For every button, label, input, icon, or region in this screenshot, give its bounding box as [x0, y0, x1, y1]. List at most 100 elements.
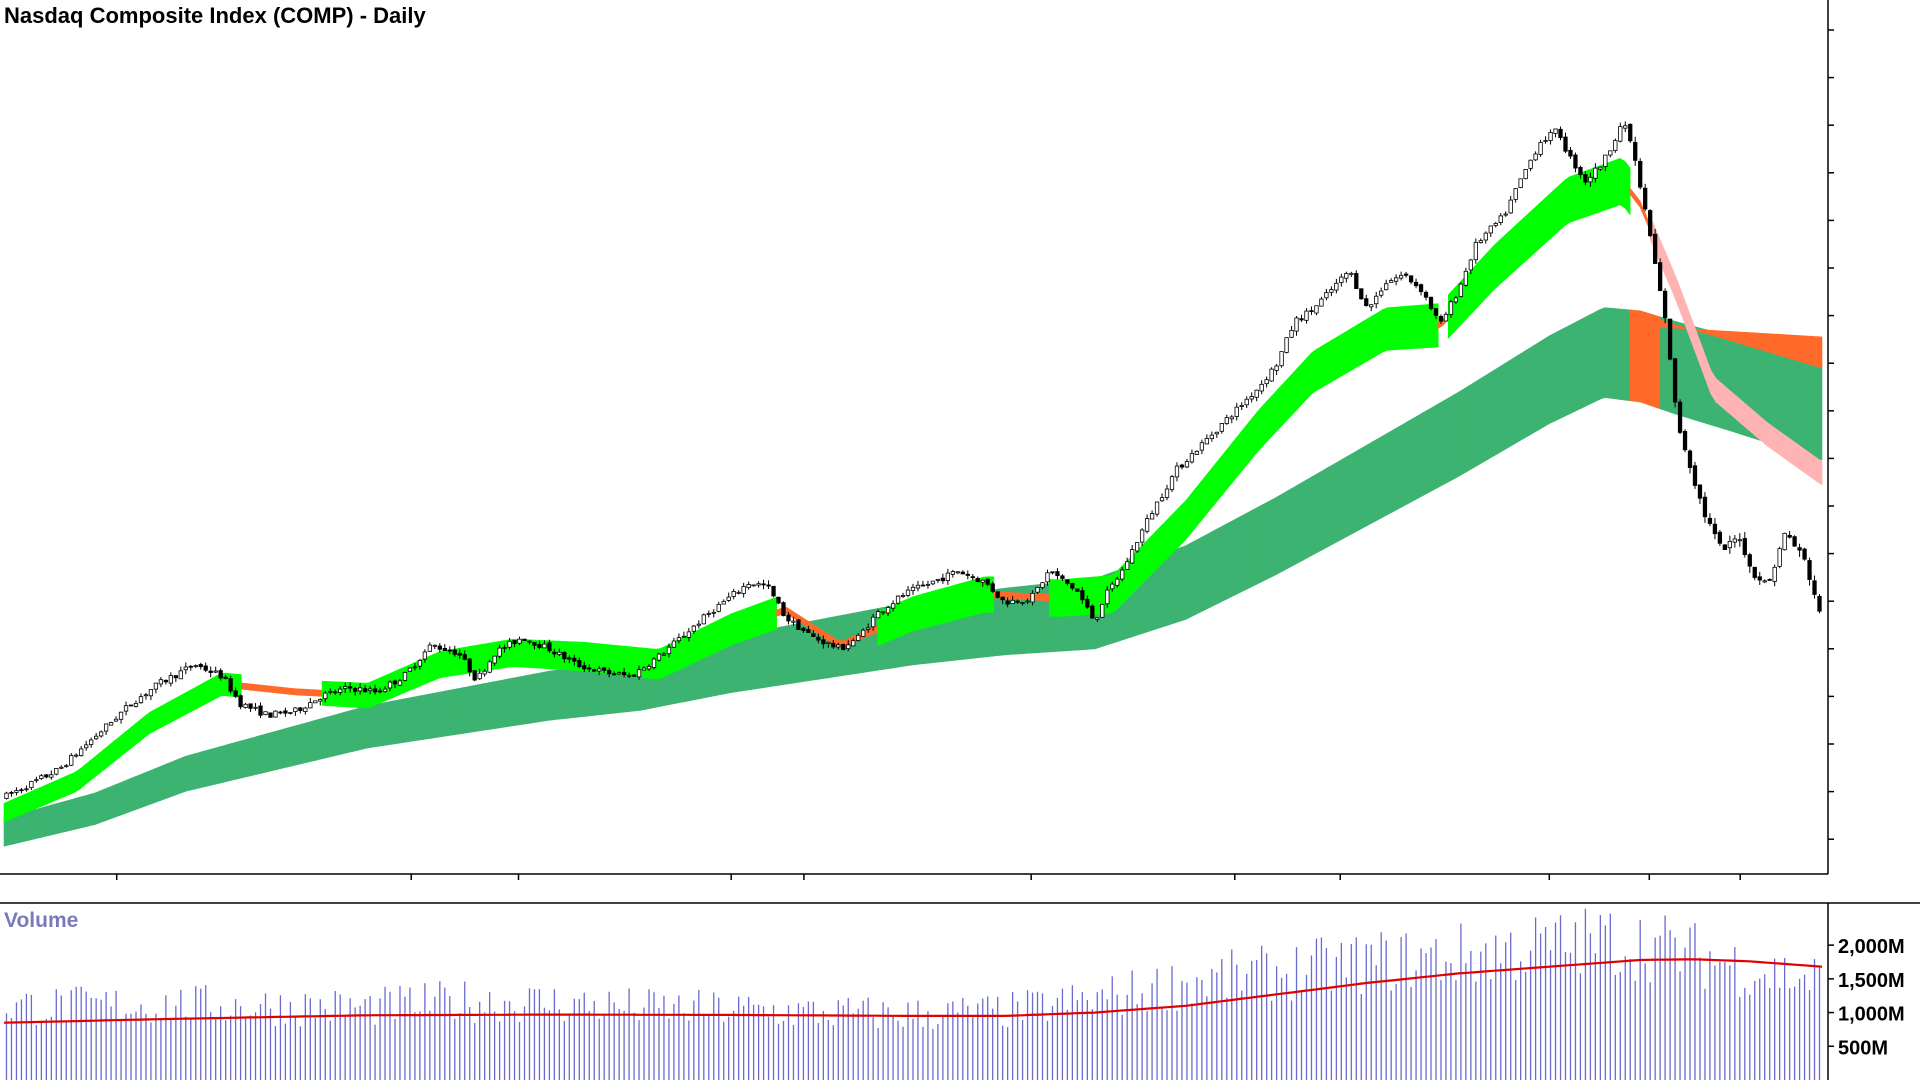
long-ribbon-segment [1397, 423, 1404, 510]
long-ribbon-segment [185, 754, 192, 792]
candle-up [1110, 583, 1115, 590]
candle-up [1040, 582, 1045, 588]
long-ribbon-segment [109, 784, 116, 820]
short-ribbon-segment [44, 782, 50, 806]
candle-up [308, 702, 313, 709]
candle-up [1503, 213, 1508, 216]
long-term-ribbon [3, 307, 1823, 847]
long-ribbon-segment [1594, 309, 1601, 403]
candle-down [811, 633, 816, 637]
short-ribbon-segment [114, 735, 121, 762]
candle-up [69, 755, 74, 766]
candle-down [796, 619, 801, 630]
candle-down [1802, 548, 1807, 560]
candle-down [592, 669, 597, 672]
short-ribbon-segment [412, 660, 419, 690]
candle-up [113, 718, 119, 722]
candle-down [1757, 576, 1762, 581]
candle-up [59, 766, 64, 769]
long-ribbon-segment [1180, 545, 1186, 622]
long-ribbon-segment [99, 788, 106, 824]
long-ribbon-segment [362, 705, 368, 750]
long-ribbon-segment [190, 752, 197, 791]
long-ribbon-segment [74, 796, 81, 830]
volume-y-ticks: 2,000M 1,500M 1,000M 500M [1828, 936, 1905, 1059]
long-ribbon-segment [1286, 487, 1293, 570]
long-ribbon-segment [28, 809, 35, 841]
candle-down [771, 585, 776, 597]
short-ribbon-segment [1614, 157, 1621, 208]
candle-up [138, 696, 144, 704]
candle-up [836, 644, 841, 648]
candle-down [552, 651, 557, 655]
candle-up [193, 665, 198, 667]
candle-down [806, 629, 811, 633]
short-ribbon-segment [1806, 450, 1813, 479]
candle-up [1125, 561, 1130, 570]
short-ribbon-segment [1776, 428, 1782, 457]
candle-down [582, 665, 587, 670]
short-ribbon-segment [715, 618, 722, 653]
long-ribbon-segment [508, 677, 515, 727]
long-ribbon-segment [1321, 467, 1328, 551]
candle-up [382, 688, 388, 693]
short-ribbon-segment [943, 586, 949, 624]
long-ribbon-segment [84, 794, 91, 828]
candle-down [1060, 575, 1065, 579]
long-ribbon-segment [1170, 548, 1176, 625]
short-ribbon-segment [276, 686, 283, 694]
long-ribbon-segment [498, 679, 505, 729]
long-ribbon-segment [1811, 358, 1818, 459]
long-ribbon-segment [180, 755, 187, 794]
short-ribbon-segment [94, 751, 101, 778]
candle-up [1294, 317, 1299, 332]
candle-up [1468, 259, 1473, 271]
short-ribbon-segment [1139, 541, 1146, 587]
candle-up [1144, 518, 1150, 532]
short-ribbon-segment [973, 578, 979, 616]
candle-up [1623, 125, 1628, 129]
candle-up [1224, 417, 1229, 425]
long-ribbon-down-segment [1745, 332, 1752, 348]
candle-down [208, 670, 213, 673]
candle-down [298, 707, 303, 712]
candle-up [1100, 603, 1105, 618]
candle-up [980, 579, 985, 583]
short-ribbon-segment [89, 756, 96, 782]
candle-up [1244, 398, 1249, 406]
long-ribbon-segment [569, 667, 575, 719]
long-ribbon-segment [1367, 441, 1373, 526]
long-ribbon-segment [79, 795, 86, 829]
candle-up [871, 616, 876, 628]
short-ribbon-segment [1225, 443, 1232, 492]
long-ribbon-segment [1644, 311, 1651, 406]
candle-up [1020, 602, 1025, 604]
candle-up [357, 687, 363, 692]
short-ribbon-segment [1261, 400, 1267, 449]
candle-down [1413, 281, 1419, 287]
short-ribbon-segment [725, 613, 732, 648]
candle-up [1184, 461, 1190, 468]
long-ribbon-segment [387, 700, 394, 746]
short-ribbon-segment [1372, 312, 1378, 359]
candle-up [407, 667, 413, 672]
short-ribbon-segment [28, 789, 35, 812]
candle-up [1279, 351, 1284, 367]
candle-down [228, 678, 233, 692]
candle-up [1498, 215, 1503, 223]
long-ribbon-segment [857, 610, 863, 674]
long-ribbon-segment [1458, 388, 1464, 478]
candle-down [965, 573, 970, 576]
long-ribbon-segment [1604, 307, 1611, 399]
chart-title: Nasdaq Composite Index (COMP) - Daily [4, 3, 426, 28]
long-ribbon-down-segment [1791, 334, 1798, 361]
candle-up [731, 591, 736, 597]
long-ribbon-segment [331, 713, 338, 757]
short-ribbon-segment [1180, 499, 1186, 546]
candle-down [975, 578, 980, 583]
long-ribbon-segment [301, 722, 308, 764]
long-ribbon-segment [1513, 354, 1520, 445]
short-ribbon-segment [1483, 250, 1489, 302]
short-ribbon-segment [1347, 327, 1353, 374]
